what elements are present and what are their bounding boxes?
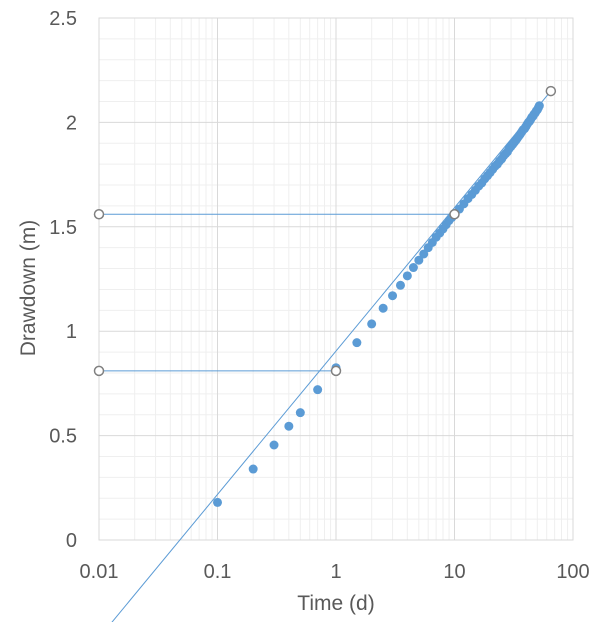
fit-markers-layer <box>93 85 557 377</box>
fit-marker <box>449 209 460 220</box>
x-tick-label: 100 <box>556 561 589 583</box>
observed-points-layer <box>213 101 544 507</box>
y-tick-label: 0.5 <box>49 426 77 448</box>
data-point <box>419 249 429 259</box>
data-point <box>367 319 377 329</box>
data-point <box>388 291 398 301</box>
x-tick-label: 10 <box>443 561 465 583</box>
x-axis-title: Time (d) <box>297 592 374 615</box>
fit-marker <box>93 209 105 220</box>
y-tick-label: 2 <box>66 112 77 134</box>
data-point <box>295 408 305 418</box>
data-point <box>213 497 222 507</box>
reference-lines-layer <box>99 213 455 372</box>
fit-marker <box>93 365 105 377</box>
data-point <box>269 440 279 450</box>
data-point <box>534 101 544 111</box>
data-point <box>378 303 388 313</box>
data-point <box>352 338 362 348</box>
plot-area-border <box>98 17 574 541</box>
x-tick-label: 0.1 <box>204 561 232 583</box>
fit-line-layer <box>111 90 552 622</box>
data-point <box>408 263 418 273</box>
y-axis-title: Drawdown (m) <box>17 220 40 357</box>
fit-line <box>111 90 552 622</box>
data-point <box>284 421 294 431</box>
data-point <box>395 280 405 290</box>
fit-marker <box>545 85 557 97</box>
data-point <box>313 385 323 395</box>
y-axis-tick-labels: 0 0.5 1 1.5 2 2.5 <box>49 8 77 552</box>
y-tick-label: 1.5 <box>49 217 77 239</box>
data-point <box>248 464 258 474</box>
data-point <box>402 271 412 281</box>
y-tick-label: 0 <box>66 530 77 552</box>
y-tick-label: 2.5 <box>49 8 77 30</box>
y-tick-label: 1 <box>66 321 77 343</box>
plot-frame <box>98 17 574 541</box>
data-point <box>414 255 424 265</box>
x-axis-tick-labels: 0.01 0.1 1 10 100 <box>80 561 590 583</box>
x-tick-label: 1 <box>330 561 341 583</box>
x-tick-label: 0.01 <box>80 561 119 583</box>
fit-marker <box>330 365 342 377</box>
